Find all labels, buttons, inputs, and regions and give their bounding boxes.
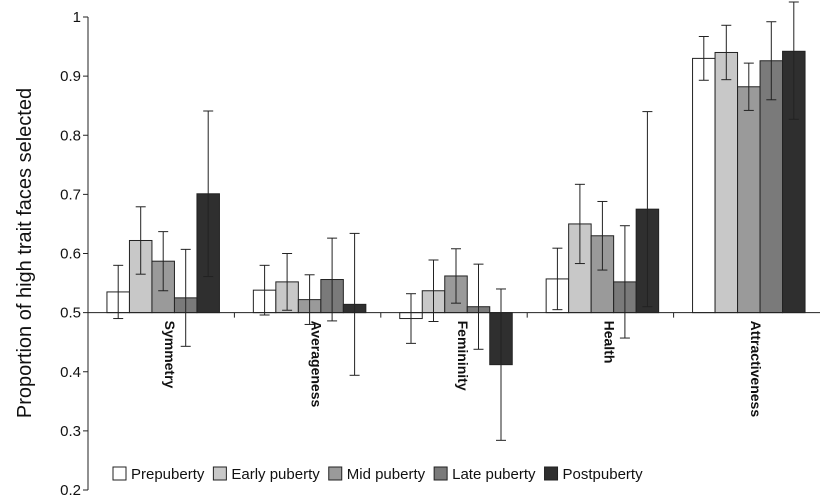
bars	[106, 50, 806, 366]
y-tick-label: 0.3	[60, 423, 81, 440]
y-tick-label: 0.5	[60, 305, 81, 322]
legend-swatch	[544, 466, 559, 481]
x-category-label: Femininity	[455, 321, 471, 391]
legend-swatch	[112, 466, 127, 481]
legend-swatch	[212, 466, 227, 481]
legend-label: Postpuberty	[563, 466, 644, 483]
legend-label: Late puberty	[452, 466, 536, 483]
error-bars	[113, 1, 799, 441]
bar-attractiveness-early-puberty	[714, 51, 739, 314]
y-tick-label: 0.7	[60, 186, 81, 203]
y-tick-label: 0.2	[60, 482, 81, 496]
y-tick-label: 0.6	[60, 246, 81, 263]
legend-label: Early puberty	[231, 466, 320, 483]
legend-label: Mid puberty	[347, 466, 426, 483]
y-tick-label: 0.9	[60, 68, 81, 85]
bar-attractiveness-mid-puberty	[737, 86, 761, 314]
plot-area: 0.2 0.3 0.4 0.5 0.6 0.7 0.8 0.9 1 Symmetry Averag…	[60, 1, 820, 496]
y-tick-label: 0.4	[60, 364, 81, 381]
legend: Prepuberty Early puberty Mid puberty Late p…	[112, 466, 644, 483]
category-labels: Symmetry Averageness Femininity Health Attra…	[162, 312, 764, 418]
legend-label: Prepuberty	[131, 466, 205, 483]
legend-swatch	[328, 466, 343, 481]
x-category-label: Health	[601, 321, 617, 364]
y-tick-label: 1	[73, 9, 81, 26]
y-tick-label: 0.8	[60, 127, 81, 144]
x-category-label: Attractiveness	[748, 321, 764, 418]
y-axis-ticks: 0.2 0.3 0.4 0.5 0.6 0.7 0.8 0.9 1	[60, 9, 88, 496]
x-category-label: Symmetry	[162, 321, 178, 389]
x-category-label: Averageness	[309, 321, 325, 408]
bar-attractiveness-prepuberty	[692, 57, 716, 314]
legend-swatch	[433, 466, 448, 481]
y-axis-title: Proportion of high trait faces selected	[14, 88, 36, 418]
